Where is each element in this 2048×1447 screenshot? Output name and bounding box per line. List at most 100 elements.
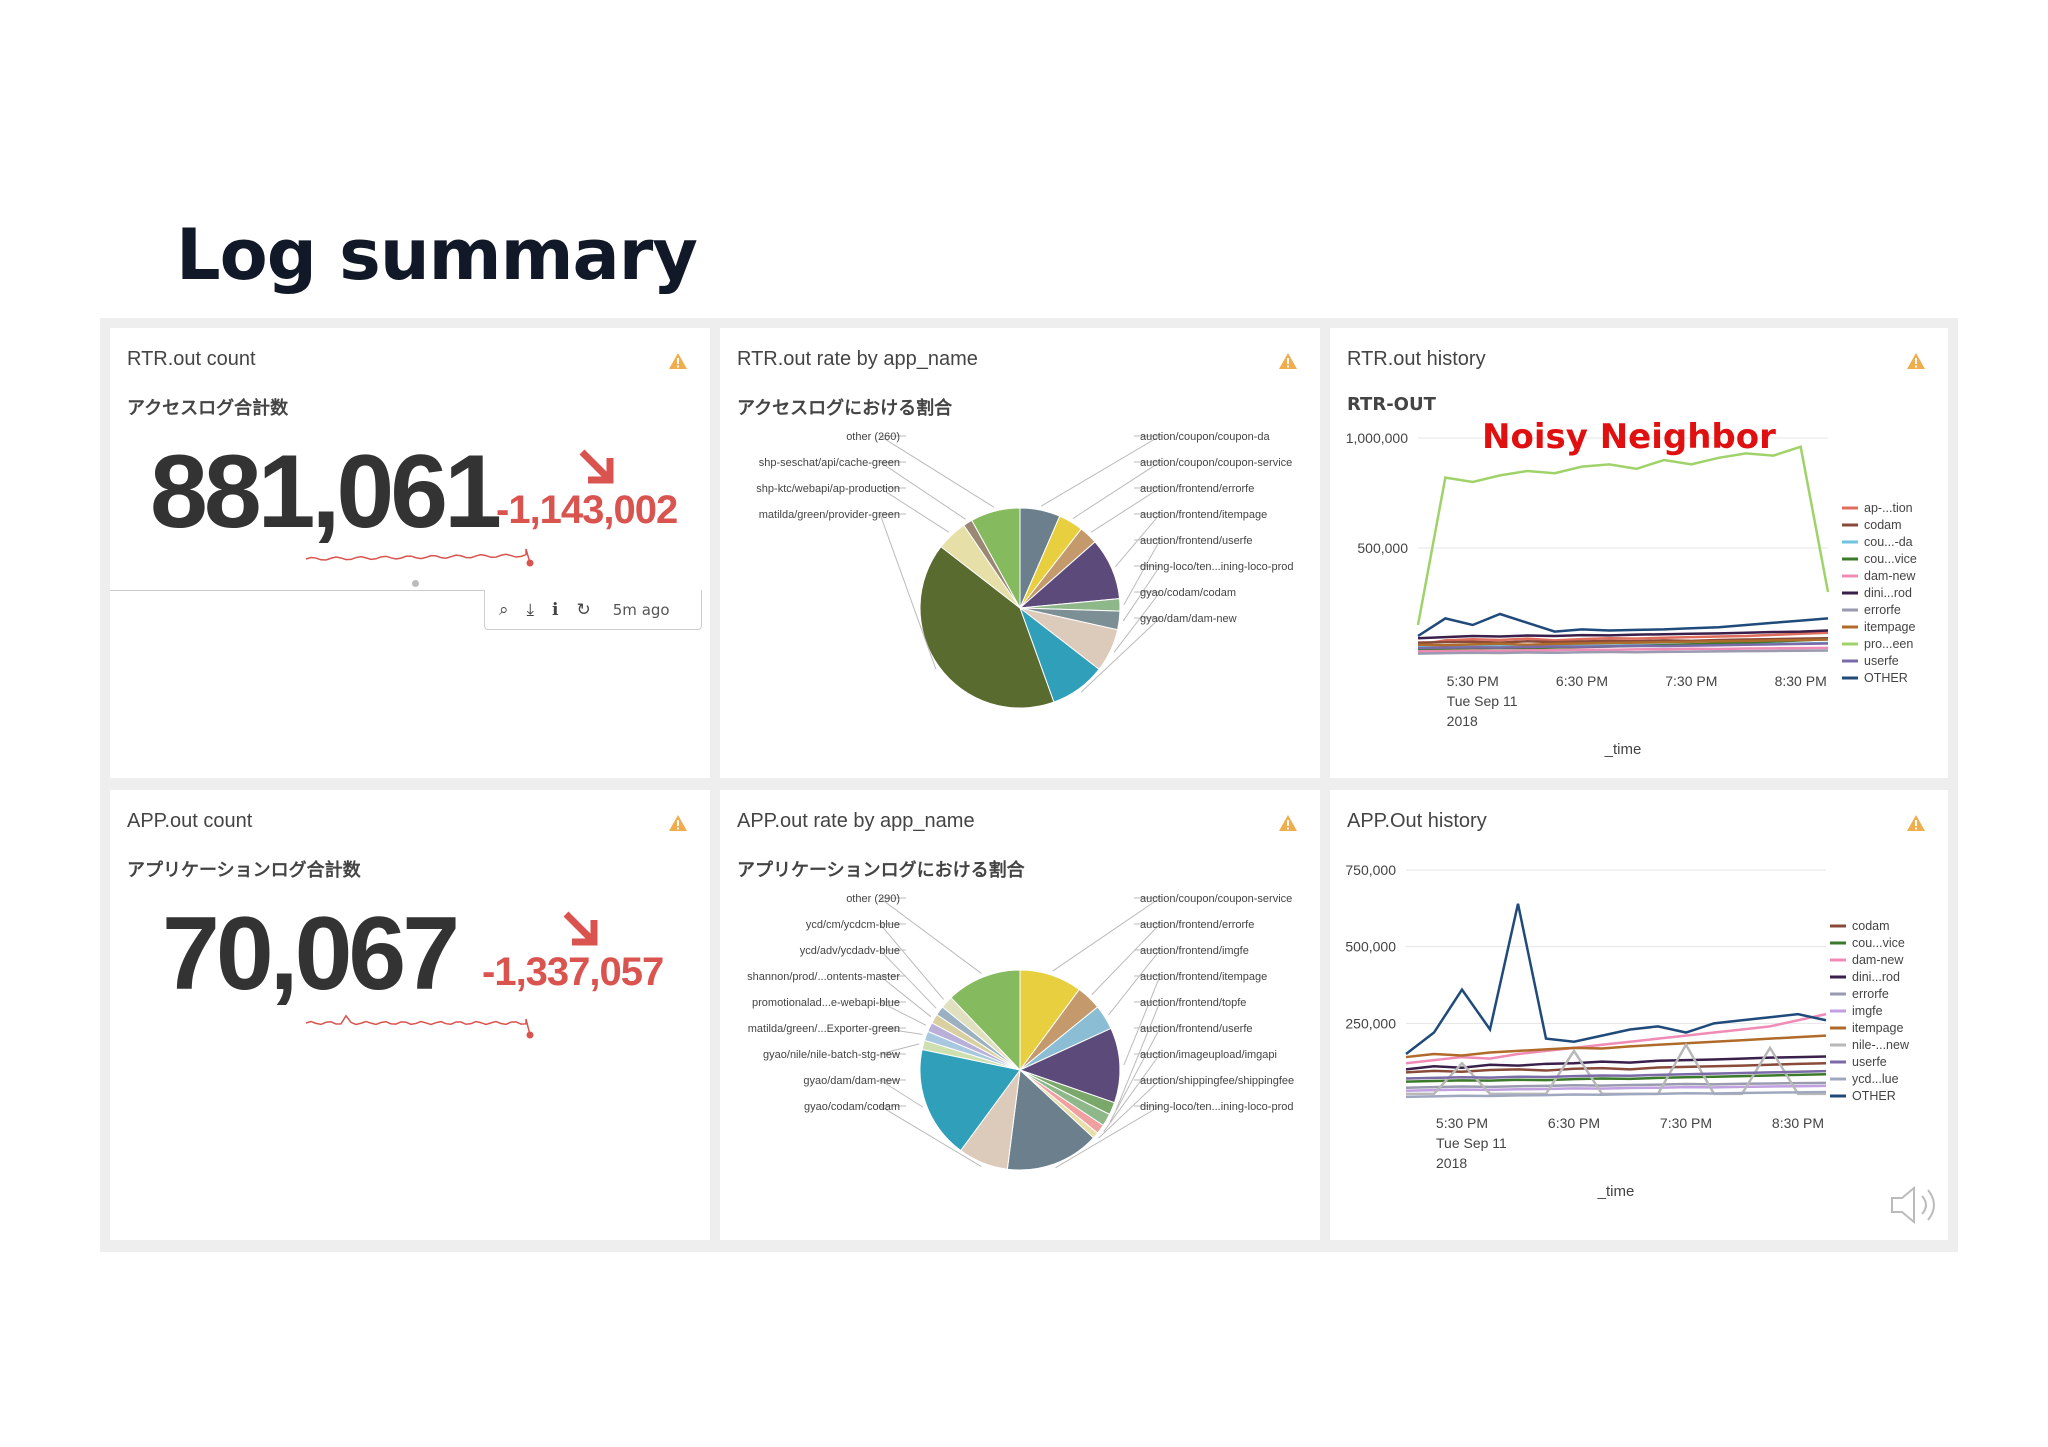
pie-label: auction/shippingfee/shippingfee xyxy=(1140,1075,1294,1087)
series-line[interactable] xyxy=(1405,1081,1827,1089)
leader-line xyxy=(879,1027,923,1035)
legend-label[interactable]: codam xyxy=(1864,518,1902,532)
legend-label[interactable]: OTHER xyxy=(1852,1089,1896,1103)
legend-label[interactable]: userfe xyxy=(1852,1055,1887,1069)
series-line[interactable] xyxy=(1405,1072,1827,1083)
noisy-neighbor-annotation: Noisy Neighbor xyxy=(1482,418,1776,457)
series-line[interactable] xyxy=(1417,636,1829,644)
legend-label[interactable]: errorfe xyxy=(1864,603,1901,617)
pie-label: auction/frontend/errorfe xyxy=(1140,919,1254,931)
legend-label[interactable]: cou...-da xyxy=(1864,535,1913,549)
legend-label[interactable]: imgfe xyxy=(1852,1004,1883,1018)
pie-slice[interactable] xyxy=(971,507,1021,609)
series-line[interactable] xyxy=(1405,1061,1827,1074)
panel-title: APP.out rate by app_name xyxy=(737,810,975,832)
series-line[interactable] xyxy=(1417,649,1829,655)
panel-rtr-rate: RTR.out rate by app_name アクセスログにおける割合 au… xyxy=(720,328,1320,778)
legend-label[interactable]: ap-...tion xyxy=(1864,501,1913,515)
leader-line xyxy=(879,1043,920,1055)
leader-line xyxy=(1091,923,1162,996)
pie-slice[interactable] xyxy=(919,1048,1021,1152)
legend-label[interactable]: cou...vice xyxy=(1864,552,1917,566)
x-tick-label: 5:30 PM xyxy=(1436,1115,1488,1131)
series-line[interactable] xyxy=(1405,903,1827,1055)
pie-slice[interactable] xyxy=(919,546,1055,709)
single-value: 881,061 xyxy=(150,434,502,550)
series-line[interactable] xyxy=(1417,646,1829,653)
legend-label[interactable]: dini...rod xyxy=(1852,970,1900,984)
pie-label: shp-seschat/api/cache-green xyxy=(759,457,900,469)
y-tick-label: 750,000 xyxy=(1345,862,1396,878)
pie-label: dining-loco/ten...ining-loco-prod xyxy=(1140,561,1293,573)
download-icon[interactable]: ⤓ xyxy=(526,599,535,620)
pie-slice[interactable] xyxy=(950,969,1021,1072)
series-line[interactable] xyxy=(1417,631,1829,647)
warning-icon[interactable] xyxy=(1278,814,1298,832)
pie-chart: auction/coupon/coupon-service auction/fro… xyxy=(747,893,1294,1171)
legend-label[interactable]: itempage xyxy=(1864,620,1915,634)
legend-label[interactable]: userfe xyxy=(1864,654,1899,668)
pie-label: gyao/codam/codam xyxy=(1140,587,1236,599)
legend-label[interactable]: errorfe xyxy=(1852,987,1889,1001)
delta-value: -1,337,057 xyxy=(482,950,664,994)
pie-label: gyao/dam/dam-new xyxy=(1140,613,1237,625)
warning-icon[interactable] xyxy=(1278,352,1298,370)
pie-label: auction/frontend/userfe xyxy=(1140,535,1253,547)
warning-icon[interactable] xyxy=(1906,814,1926,832)
series-line[interactable] xyxy=(1405,1034,1827,1059)
warning-icon[interactable] xyxy=(668,352,688,370)
leader-line xyxy=(1113,591,1162,653)
x-date-label: Tue Sep 11 xyxy=(1436,1135,1507,1151)
pie-label: auction/coupon/coupon-da xyxy=(1140,431,1271,443)
sparkline xyxy=(305,1014,534,1039)
panel-app-count: APP.out count アプリケーションログ合計数 70,067 -1,33… xyxy=(110,790,710,1240)
series-line[interactable] xyxy=(1405,1090,1827,1099)
leader-line xyxy=(1055,1105,1162,1169)
series-line[interactable] xyxy=(1405,1012,1827,1065)
series-line[interactable] xyxy=(1416,445,1830,626)
leader-line xyxy=(1072,461,1162,519)
x-date-label: Tue Sep 11 xyxy=(1447,693,1518,709)
pie-label: auction/frontend/itempage xyxy=(1140,509,1267,521)
panel-subtitle: アクセスログにおける割合 xyxy=(737,398,953,419)
series-line[interactable] xyxy=(1405,1069,1827,1080)
pie-label: auction/frontend/topfe xyxy=(1140,997,1246,1009)
legend-label[interactable]: ycd...lue xyxy=(1852,1072,1899,1086)
legend-label[interactable]: cou...vice xyxy=(1852,936,1905,950)
refresh-icon[interactable]: ↻ xyxy=(576,599,591,620)
panel-subtitle: アクセスログ合計数 xyxy=(127,398,289,419)
x-date-label: 2018 xyxy=(1447,713,1478,729)
x-tick-label: 7:30 PM xyxy=(1665,673,1717,689)
pie-label: ycd/adv/ycdadv-blue xyxy=(800,945,900,957)
series-line[interactable] xyxy=(1417,629,1829,640)
legend-label[interactable]: nile-...new xyxy=(1852,1038,1910,1052)
panel-toolbar: ⌕ ⤓ i ↻ 5m ago xyxy=(484,590,702,630)
legend-label[interactable]: OTHER xyxy=(1864,671,1908,685)
legend-label[interactable]: pro...een xyxy=(1864,637,1913,651)
x-axis-label: _time xyxy=(1604,741,1642,758)
series-line[interactable] xyxy=(1405,1084,1827,1093)
pie-label: auction/frontend/errorfe xyxy=(1140,483,1254,495)
pie-slice[interactable] xyxy=(1018,1027,1121,1104)
series-line[interactable] xyxy=(1417,638,1829,647)
pie-slice[interactable] xyxy=(1006,1068,1095,1171)
panel-subtitle: アプリケーションログにおける割合 xyxy=(737,860,1025,881)
info-icon[interactable]: i xyxy=(552,599,559,620)
sparkline xyxy=(305,548,534,567)
warning-icon[interactable] xyxy=(668,814,688,832)
leader-line xyxy=(878,923,944,1000)
legend-label[interactable]: itempage xyxy=(1852,1021,1903,1035)
carousel-dot[interactable] xyxy=(412,580,419,587)
series-line[interactable] xyxy=(1417,642,1829,650)
pie-label: dining-loco/ten...ining-loco-prod xyxy=(1140,1101,1293,1113)
warning-icon[interactable] xyxy=(1906,352,1926,370)
search-icon[interactable]: ⌕ xyxy=(499,599,509,620)
series-line[interactable] xyxy=(1405,1055,1827,1071)
legend-label[interactable]: dini...rod xyxy=(1864,586,1912,600)
legend-label[interactable]: dam-new xyxy=(1864,569,1916,583)
series-line[interactable] xyxy=(1417,612,1829,638)
panel-rtr-history: RTR.out history RTR-OUT 1,000,000 500,000… xyxy=(1330,328,1948,778)
speaker-icon[interactable] xyxy=(1886,1180,1946,1230)
legend-label[interactable]: codam xyxy=(1852,919,1890,933)
legend-label[interactable]: dam-new xyxy=(1852,953,1904,967)
